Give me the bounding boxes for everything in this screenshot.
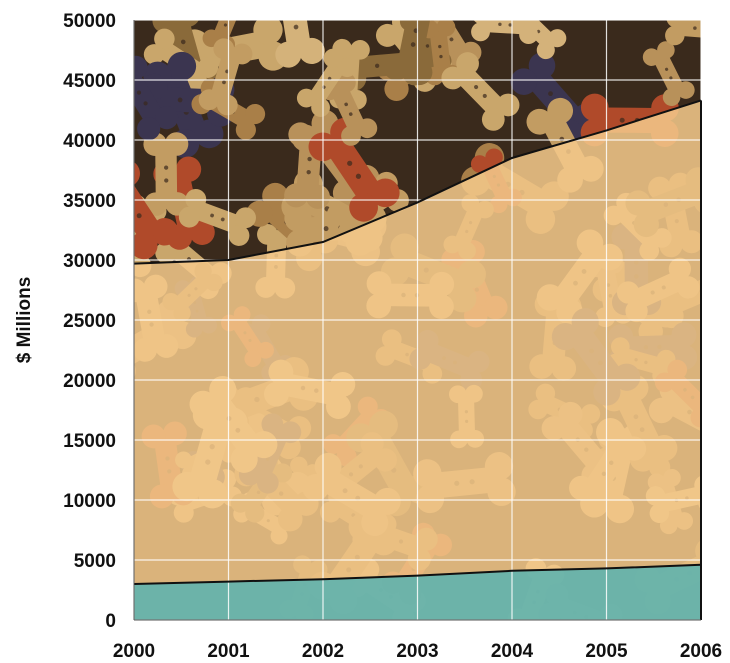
y-tick-label: 40000 xyxy=(63,131,116,152)
x-tick-label: 2000 xyxy=(113,641,155,662)
y-tick-label: 35000 xyxy=(63,191,116,212)
x-tick-label: 2004 xyxy=(491,641,534,662)
biscuit-shape xyxy=(642,41,695,106)
biscuit-shape xyxy=(134,159,179,260)
series-line-2 xyxy=(133,563,702,585)
biscuit-shape xyxy=(665,20,701,46)
y-tick-label: 5000 xyxy=(74,551,116,572)
biscuit-shape xyxy=(134,55,179,141)
x-tick-label: 2002 xyxy=(302,641,344,662)
y-tick-label: 50000 xyxy=(63,11,116,32)
y-tick-label: 45000 xyxy=(63,71,116,92)
y-tick-label: 20000 xyxy=(63,371,116,392)
y-tick-label: 30000 xyxy=(63,251,116,272)
biscuit-shape xyxy=(296,48,357,117)
x-tick-labels: 2000 2001 2002 2003 2004 2005 2006 xyxy=(113,641,722,662)
biscuit-shape xyxy=(143,132,189,216)
y-tick-label: 15000 xyxy=(63,431,116,452)
x-tick-label: 2005 xyxy=(585,641,628,662)
biscuit-shape xyxy=(383,20,446,86)
biscuit-shape xyxy=(471,20,540,45)
x-tick-label: 2006 xyxy=(680,641,722,662)
y-tick-label: 25000 xyxy=(63,311,116,332)
series-line-1 xyxy=(133,99,702,265)
series-lines xyxy=(133,99,702,620)
biscuit-shape xyxy=(441,52,520,131)
y-axis-title: $ Millions xyxy=(14,277,35,364)
biscuit-shape xyxy=(178,188,256,246)
x-tick-label: 2003 xyxy=(396,641,438,662)
x-tick-label: 2001 xyxy=(207,641,250,662)
y-tick-label: 10000 xyxy=(63,491,116,512)
y-tick-labels: 0 5000 10000 15000 20000 25000 30000 35000 40000… xyxy=(63,11,116,632)
y-tick-label: 0 xyxy=(105,611,116,632)
